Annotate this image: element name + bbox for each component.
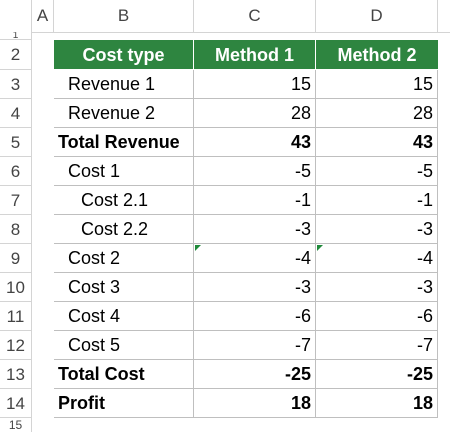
- header-method-1[interactable]: Method 1: [194, 40, 316, 70]
- row-header-11[interactable]: 11: [0, 302, 32, 331]
- method-1-value[interactable]: 15: [194, 70, 316, 99]
- method-1-value[interactable]: -3: [194, 215, 316, 244]
- method-1-value[interactable]: -6: [194, 302, 316, 331]
- row-label[interactable]: Total Revenue: [54, 128, 194, 157]
- row-header-14[interactable]: 14: [0, 389, 32, 418]
- row-label[interactable]: Cost 1: [54, 157, 194, 186]
- method-1-value[interactable]: -7: [194, 331, 316, 360]
- method-1-value[interactable]: -5: [194, 157, 316, 186]
- row-header-5[interactable]: 5: [0, 128, 32, 157]
- method-2-value[interactable]: -6: [316, 302, 438, 331]
- method-2-value[interactable]: 18: [316, 389, 438, 418]
- row-label[interactable]: Profit: [54, 389, 194, 418]
- method-1-value[interactable]: -3: [194, 273, 316, 302]
- row-label[interactable]: Cost 5: [54, 331, 194, 360]
- column-header-c[interactable]: C: [194, 0, 316, 32]
- method-1-value[interactable]: -25: [194, 360, 316, 389]
- header-method-2[interactable]: Method 2: [316, 40, 438, 70]
- method-2-value[interactable]: -1: [316, 186, 438, 215]
- row-label[interactable]: Cost 2: [54, 244, 194, 273]
- row-header-9[interactable]: 9: [0, 244, 32, 273]
- row-header-7[interactable]: 7: [0, 186, 32, 215]
- method-1-value[interactable]: 43: [194, 128, 316, 157]
- method-1-value[interactable]: 18: [194, 389, 316, 418]
- row-label[interactable]: Revenue 2: [54, 99, 194, 128]
- row-label[interactable]: Cost 3: [54, 273, 194, 302]
- method-2-value[interactable]: -3: [316, 273, 438, 302]
- row-label[interactable]: Cost 2.2: [54, 215, 194, 244]
- method-1-value[interactable]: -1: [194, 186, 316, 215]
- row-header-13[interactable]: 13: [0, 360, 32, 389]
- method-2-value[interactable]: -3: [316, 215, 438, 244]
- row-header-15[interactable]: 15: [0, 418, 32, 432]
- row-label[interactable]: Cost 4: [54, 302, 194, 331]
- row-header-4[interactable]: 4: [0, 99, 32, 128]
- row-header-3[interactable]: 3: [0, 70, 32, 99]
- column-header-b[interactable]: B: [54, 0, 194, 32]
- row-header-10[interactable]: 10: [0, 273, 32, 302]
- row-header-8[interactable]: 8: [0, 215, 32, 244]
- row-label[interactable]: Cost 2.1: [54, 186, 194, 215]
- column-header-d[interactable]: D: [316, 0, 438, 32]
- row-label[interactable]: Revenue 1: [54, 70, 194, 99]
- error-indicator-icon[interactable]: [317, 245, 323, 251]
- method-2-value[interactable]: -5: [316, 157, 438, 186]
- method-1-value[interactable]: 28: [194, 99, 316, 128]
- error-indicator-icon[interactable]: [195, 245, 201, 251]
- column-header-a[interactable]: A: [32, 0, 54, 32]
- method-2-value[interactable]: -25: [316, 360, 438, 389]
- row-header-12[interactable]: 12: [0, 331, 32, 360]
- method-1-value[interactable]: -4: [194, 244, 316, 273]
- row-header-2[interactable]: 2: [0, 40, 32, 70]
- header-cost-type[interactable]: Cost type: [54, 40, 194, 70]
- sheet-grid[interactable]: Cost type Method 1 Method 2 Revenue 1 15…: [32, 32, 450, 432]
- row-label[interactable]: Total Cost: [54, 360, 194, 389]
- method-2-value[interactable]: 28: [316, 99, 438, 128]
- row-header-6[interactable]: 6: [0, 157, 32, 186]
- row-header-1[interactable]: 1: [0, 32, 32, 40]
- method-2-value[interactable]: 15: [316, 70, 438, 99]
- column-header-bar: A B C D: [0, 0, 450, 33]
- method-2-value[interactable]: -7: [316, 331, 438, 360]
- select-all-corner[interactable]: [0, 0, 32, 32]
- method-2-value[interactable]: 43: [316, 128, 438, 157]
- method-2-value[interactable]: -4: [316, 244, 438, 273]
